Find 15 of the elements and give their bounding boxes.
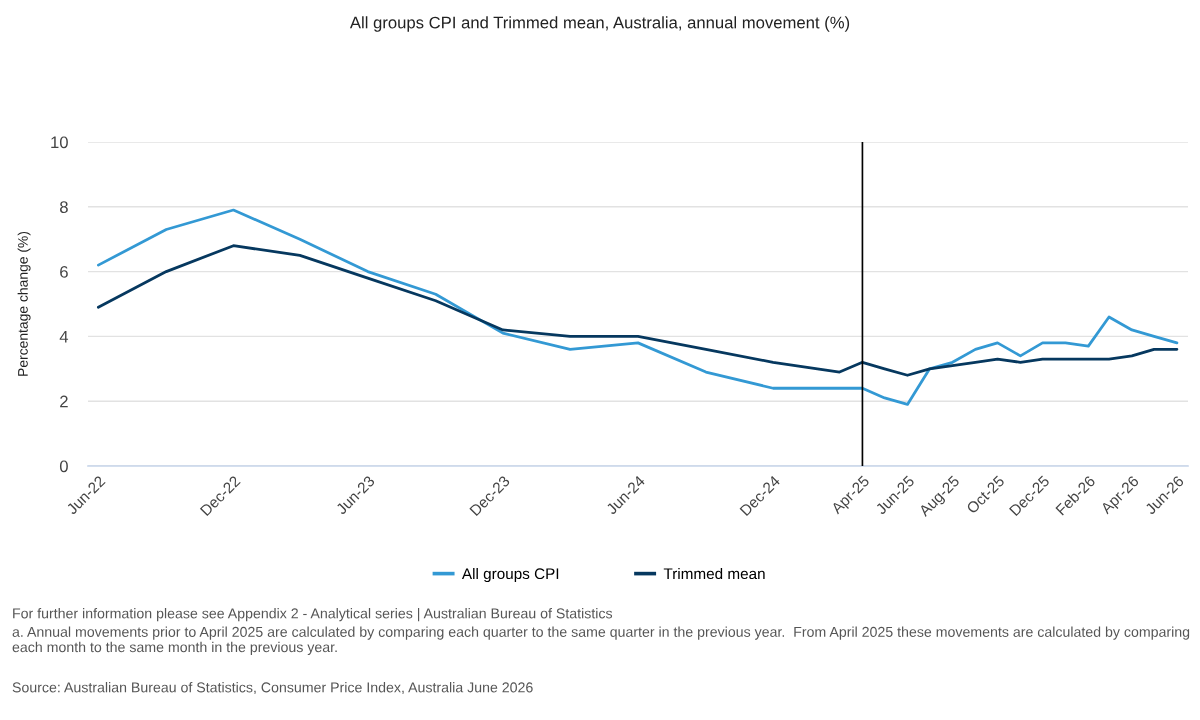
y-tick-label: 2 xyxy=(60,395,68,408)
source-note: Source: Australian Bureau of Statistics, Consumer Price Index, Australia June 2026 xyxy=(12,682,533,695)
y-tick-label: 8 xyxy=(60,201,68,213)
y-tick-label: 6 xyxy=(60,266,68,278)
line-series xyxy=(96,244,1179,377)
text: a. Annual movements prior to April 2025 are calculated by comparing each quarter to the same quarter in the previous year. From April 2025 these movements are calculated by comparing each month to the same month in the previous year. xyxy=(12,626,1190,655)
legend-label: All groups CPI xyxy=(461,567,559,583)
line-series xyxy=(96,208,1179,406)
y-tick-label: 4 xyxy=(59,330,69,343)
y-axis-title: Percentage change (%) xyxy=(17,231,31,376)
legend-label: Trimmed mean xyxy=(663,567,765,580)
text: For further information please see Appendix 2 - Analytical series | Australian Bureau of Statistics xyxy=(13,608,613,622)
y-tick-label: 10 xyxy=(51,136,68,149)
chart-title: All groups CPI and Trimmed mean, Australia, annual movement (%) xyxy=(349,16,850,32)
y-tick-label: 0 xyxy=(59,460,68,473)
